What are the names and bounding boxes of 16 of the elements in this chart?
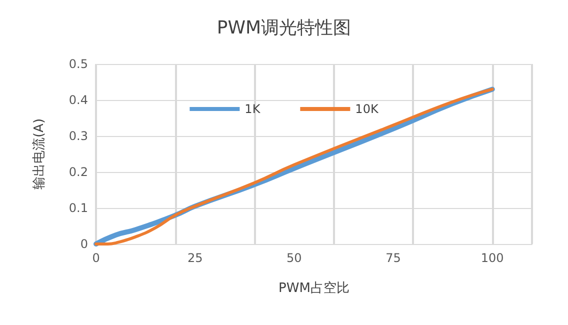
y-tick-label: 0 [80, 237, 88, 251]
chart-title: PWM调光特性图 [216, 18, 352, 38]
x-axis-title: PWM占空比 [278, 281, 350, 296]
y-tick-label: 0.4 [68, 93, 88, 107]
y-axis-title: 输出电流(A) [31, 118, 47, 190]
x-tick-label: 100 [480, 251, 504, 265]
y-tick-label: 0.2 [68, 165, 88, 179]
y-tick-label: 0.5 [68, 57, 88, 71]
legend-label: 10K [355, 102, 380, 116]
x-tick-label: 25 [187, 251, 203, 265]
x-tick-label: 75 [386, 251, 401, 265]
x-tick-label: 50 [286, 251, 302, 265]
y-tick-label: 0.3 [68, 129, 88, 143]
y-tick-label: 0.1 [68, 201, 88, 215]
legend-label: 1K [244, 102, 262, 116]
x-tick-label: 0 [92, 251, 100, 265]
